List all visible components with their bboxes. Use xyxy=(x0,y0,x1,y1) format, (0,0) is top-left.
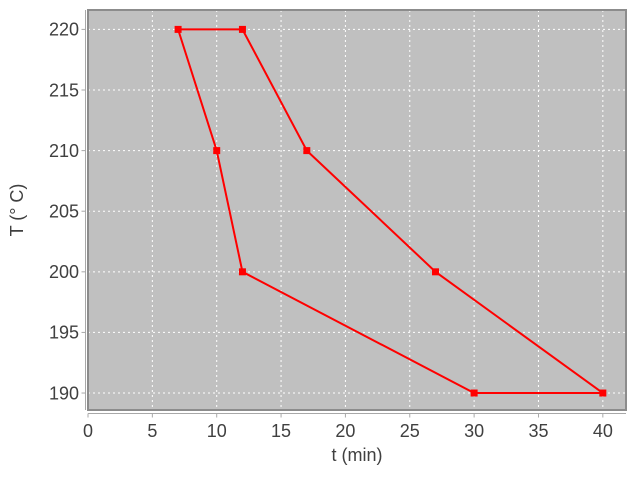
plot-border xyxy=(87,9,627,411)
series-marker xyxy=(432,268,440,276)
x-tick-label: 0 xyxy=(83,421,93,441)
y-tick-label: 210 xyxy=(49,141,79,161)
series-marker xyxy=(238,25,246,33)
x-tick-label: 20 xyxy=(335,421,355,441)
series-marker xyxy=(238,268,246,276)
series-marker xyxy=(213,147,221,155)
x-tick-label: 40 xyxy=(593,421,613,441)
x-axis-title: t (min) xyxy=(331,445,383,465)
y-axis-title: T (° C) xyxy=(7,183,27,237)
x-tick-label: 25 xyxy=(400,421,420,441)
x-tick-label: 10 xyxy=(207,421,227,441)
x-tick-label: 30 xyxy=(464,421,484,441)
x-tick-label: 5 xyxy=(147,421,157,441)
series-marker xyxy=(303,147,311,155)
data-series xyxy=(174,25,607,397)
y-tick-label: 190 xyxy=(49,383,79,403)
plot-background xyxy=(88,10,626,410)
x-tick-label: 15 xyxy=(271,421,291,441)
y-tick-label: 200 xyxy=(49,262,79,282)
series-marker xyxy=(599,389,607,397)
tick-labels: 190 195 200 205 210 215 220 0 5 10 15 20 25 30 35 40 xyxy=(49,20,613,441)
y-tick-label: 205 xyxy=(49,202,79,222)
series-marker xyxy=(470,389,478,397)
gridlines xyxy=(87,10,626,410)
y-tick-label: 195 xyxy=(49,323,79,343)
plot-area xyxy=(88,10,626,410)
plot-outline xyxy=(87,9,627,411)
x-tick-label: 35 xyxy=(528,421,548,441)
y-tick-label: 215 xyxy=(49,80,79,100)
axis-lines-and-ticks xyxy=(81,10,626,418)
y-tick-label: 220 xyxy=(49,20,79,40)
series-marker xyxy=(174,25,182,33)
